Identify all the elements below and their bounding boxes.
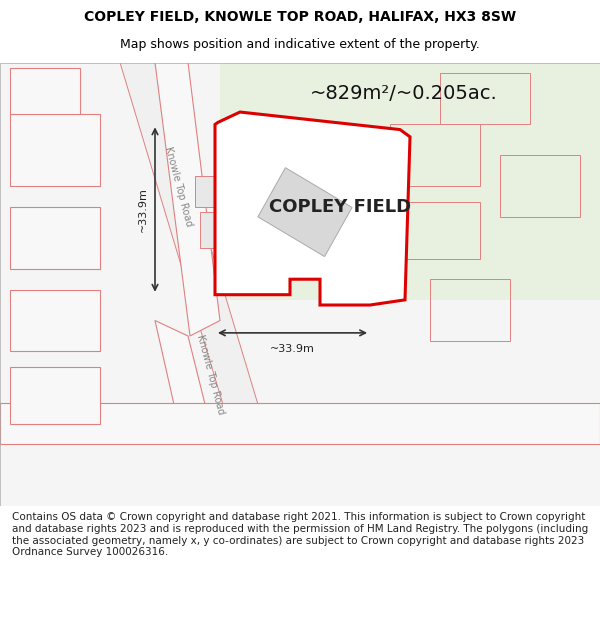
Polygon shape <box>258 168 352 257</box>
Text: Knowle Top Road: Knowle Top Road <box>163 145 193 228</box>
Polygon shape <box>220 62 600 300</box>
Bar <box>10 68 80 114</box>
Bar <box>430 279 510 341</box>
Bar <box>10 367 100 424</box>
Text: ~33.9m: ~33.9m <box>270 344 315 354</box>
Text: COPLEY FIELD: COPLEY FIELD <box>269 198 411 216</box>
Bar <box>195 176 245 207</box>
Text: ~33.9m: ~33.9m <box>138 187 148 232</box>
Polygon shape <box>215 112 410 305</box>
Bar <box>390 124 480 186</box>
Text: Contains OS data © Crown copyright and database right 2021. This information is : Contains OS data © Crown copyright and d… <box>12 512 588 558</box>
Text: ~829m²/~0.205ac.: ~829m²/~0.205ac. <box>310 84 498 103</box>
Text: COPLEY FIELD, KNOWLE TOP ROAD, HALIFAX, HX3 8SW: COPLEY FIELD, KNOWLE TOP ROAD, HALIFAX, … <box>84 10 516 24</box>
Polygon shape <box>155 62 220 336</box>
Bar <box>390 202 480 259</box>
Polygon shape <box>155 321 215 444</box>
Bar <box>0 403 600 444</box>
Bar <box>10 114 100 186</box>
Bar <box>10 289 100 351</box>
Bar <box>10 207 100 269</box>
Bar <box>200 212 245 248</box>
Polygon shape <box>120 62 270 444</box>
Bar <box>440 73 530 124</box>
Bar <box>500 156 580 218</box>
Text: Map shows position and indicative extent of the property.: Map shows position and indicative extent… <box>120 38 480 51</box>
Text: Knowle Top Road: Knowle Top Road <box>194 333 226 415</box>
